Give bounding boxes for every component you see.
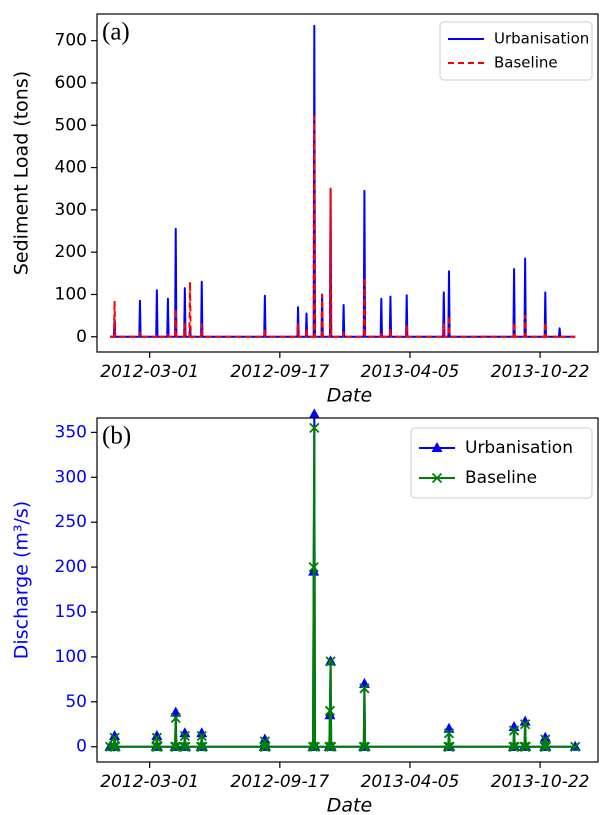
series	[110, 115, 576, 338]
marker	[539, 731, 551, 742]
panel-label: (a)	[102, 19, 130, 46]
y-tick-label: 500	[55, 115, 87, 135]
marker	[509, 741, 520, 752]
marker	[444, 741, 455, 752]
marker	[443, 728, 455, 739]
marker	[179, 727, 191, 738]
y-tick-label: 100	[55, 647, 87, 667]
legend-box	[439, 21, 593, 81]
y-tick-label: 50	[65, 692, 87, 712]
marker	[151, 741, 162, 752]
y-tick-label: 300	[55, 467, 87, 487]
marker	[358, 677, 370, 688]
marker	[151, 732, 162, 743]
marker	[359, 683, 370, 694]
marker	[169, 741, 181, 752]
x-axis-label: Date	[327, 385, 372, 407]
marker	[109, 729, 121, 740]
marker	[326, 741, 337, 752]
y-tick-label: 0	[76, 737, 87, 757]
x-tick-label: 2013-10-22	[491, 772, 590, 792]
y-tick-label: 700	[55, 31, 87, 51]
y-tick-label: 400	[55, 158, 87, 178]
marker	[324, 741, 335, 752]
marker	[309, 741, 321, 752]
marker	[196, 727, 208, 738]
marker	[519, 715, 531, 726]
marker	[358, 741, 369, 752]
marker	[152, 741, 163, 752]
legend-label: Urbanisation	[465, 438, 573, 458]
marker	[260, 741, 271, 752]
y-tick-label: 250	[55, 512, 87, 532]
plot-frame	[96, 417, 599, 763]
marker	[519, 719, 531, 730]
marker	[308, 561, 319, 573]
y-axis-label: Sediment Load (tons)	[11, 71, 33, 275]
series-line	[110, 115, 576, 338]
marker	[195, 741, 207, 752]
marker	[519, 741, 530, 752]
x-tick-label: 2012-09-17	[230, 772, 329, 792]
legend-label: Baseline	[494, 54, 558, 72]
series	[104, 422, 581, 752]
marker	[197, 741, 208, 752]
marker	[259, 733, 271, 744]
y-tick-label: 0	[76, 327, 87, 347]
marker	[109, 732, 120, 743]
marker	[196, 730, 207, 742]
x-tick-label: 2012-09-17	[230, 362, 329, 382]
marker	[179, 730, 190, 742]
marker	[110, 741, 121, 752]
marker	[325, 656, 336, 667]
legend-label: Urbanisation	[494, 30, 589, 48]
marker	[180, 741, 191, 752]
y-tick-label: 300	[55, 200, 87, 220]
marker	[170, 712, 181, 724]
marker	[108, 741, 120, 752]
marker	[540, 741, 552, 752]
marker	[520, 741, 531, 752]
y-axis-label: Discharge (m³/s)	[11, 501, 33, 659]
marker	[307, 741, 319, 752]
x-tick-label: 2013-04-05	[361, 772, 460, 792]
y-tick-label: 200	[55, 557, 87, 577]
marker	[570, 741, 581, 752]
y-tick-label: 600	[55, 73, 87, 93]
x-axis-label: Date	[327, 795, 372, 815]
marker	[171, 741, 182, 752]
x-tick-label: 2012-03-01	[100, 362, 199, 382]
marker	[309, 422, 320, 434]
panel-label: (b)	[102, 423, 131, 450]
legend-label: Baseline	[465, 468, 537, 488]
marker	[359, 741, 371, 752]
x-tick-label: 2013-04-05	[361, 362, 460, 382]
legend-marker	[431, 472, 443, 484]
y-tick-label: 100	[55, 284, 87, 304]
x-tick-label: 2012-03-01	[100, 772, 199, 792]
marker	[508, 725, 520, 736]
marker	[443, 741, 454, 752]
y-tick-label: 350	[55, 422, 87, 442]
plot-frame	[96, 13, 599, 353]
y-tick-label: 200	[55, 242, 87, 262]
legend-box	[410, 427, 593, 499]
legend-marker	[431, 442, 443, 452]
marker	[308, 408, 320, 419]
marker	[151, 729, 163, 740]
marker	[443, 722, 455, 733]
x-tick-label: 2013-10-22	[491, 362, 590, 382]
y-tick-label: 150	[55, 602, 87, 622]
marker	[508, 741, 519, 752]
marker	[179, 741, 190, 752]
marker	[324, 705, 336, 716]
